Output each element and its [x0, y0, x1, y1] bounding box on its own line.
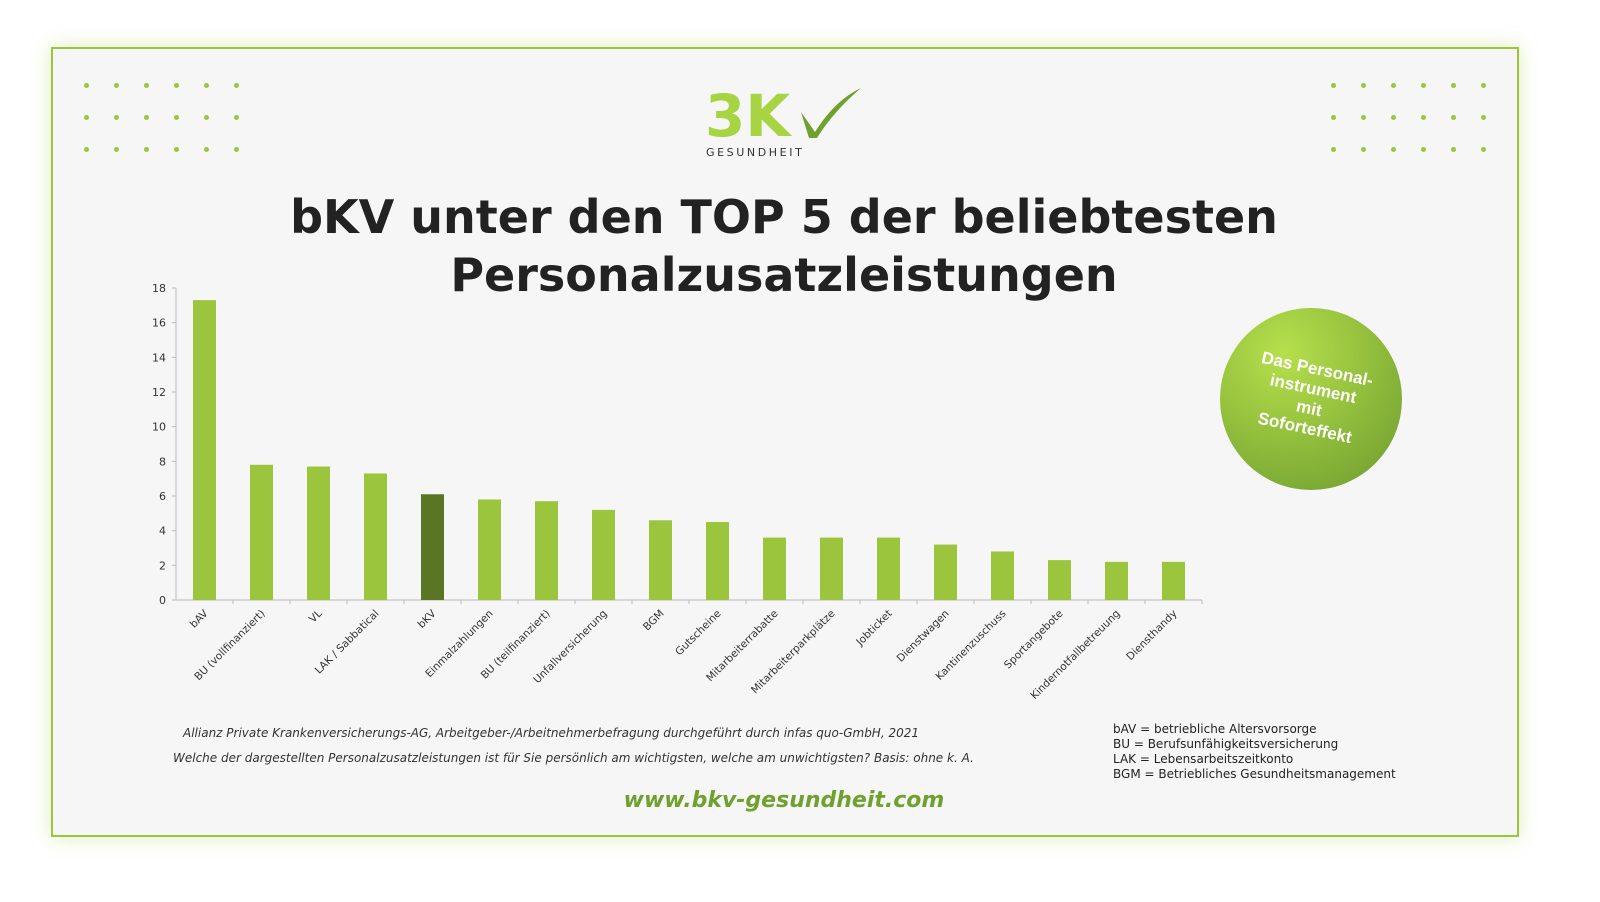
- bar-einmalzahlungen: [478, 499, 501, 600]
- x-tick-label: Sportangebote: [1002, 608, 1066, 672]
- x-tick-label: Gutscheine: [673, 608, 723, 658]
- bar-mitarbeiterrabatte: [763, 537, 786, 600]
- decor-dots-left: [84, 83, 264, 152]
- decor-dot: [84, 83, 89, 88]
- decor-dot: [1481, 147, 1486, 152]
- decor-dot: [1421, 115, 1426, 120]
- decor-dot: [1481, 83, 1486, 88]
- y-tick-label: 18: [152, 282, 166, 295]
- decor-dot: [1331, 83, 1336, 88]
- x-tick-label: Dienstwagen: [895, 608, 952, 665]
- decor-dot: [1481, 115, 1486, 120]
- bar-vl: [307, 466, 330, 600]
- decor-dot: [204, 115, 209, 120]
- x-tick-label: bAV: [188, 607, 211, 630]
- y-tick-label: 2: [159, 559, 166, 572]
- logo-subtitle: GESUNDHEIT: [706, 146, 805, 159]
- abbreviation-item: LAK = Lebensarbeitszeitkonto: [1113, 752, 1294, 766]
- source-note: Allianz Private Krankenversicherungs-AG,…: [183, 726, 919, 740]
- x-tick-label: Diensthandy: [1124, 608, 1179, 663]
- svg-text:3K: 3K: [705, 82, 792, 150]
- decor-dot: [84, 147, 89, 152]
- decor-dot: [84, 115, 89, 120]
- decor-dot: [1391, 83, 1396, 88]
- decor-dot: [174, 83, 179, 88]
- bar-bav: [193, 300, 216, 600]
- decor-dot: [204, 83, 209, 88]
- bar-kindernotfallbetreuung: [1105, 561, 1128, 600]
- decor-dot: [1451, 115, 1456, 120]
- decor-dot: [114, 115, 119, 120]
- bar-kantinenzuschuss: [991, 551, 1014, 600]
- bar-bu-vollfinanziert-: [250, 464, 273, 600]
- bar-gutscheine: [706, 522, 729, 600]
- decor-dot: [1451, 147, 1456, 152]
- decor-dot: [1391, 147, 1396, 152]
- decor-dot: [114, 83, 119, 88]
- decor-dot: [1361, 147, 1366, 152]
- abbreviation-legend: bAV = betriebliche Altersvorsorge BU = B…: [1113, 722, 1396, 782]
- bar-unfallversicherung: [592, 509, 615, 600]
- title-line-1: bKV unter den TOP 5 der beliebtesten: [290, 190, 1278, 244]
- bar-bgm: [649, 520, 672, 600]
- y-tick-label: 12: [152, 386, 166, 399]
- y-tick-label: 6: [159, 490, 166, 503]
- website-link[interactable]: www.bkv-gesundheit.com: [623, 788, 945, 813]
- x-tick-label: Jobticket: [853, 608, 894, 649]
- x-tick-label: VL: [307, 608, 325, 626]
- y-tick-label: 14: [152, 351, 166, 364]
- bar-sportangebote: [1048, 560, 1071, 600]
- bar-dienstwagen: [934, 544, 957, 600]
- decor-dot: [1391, 115, 1396, 120]
- decor-dot: [1451, 83, 1456, 88]
- decor-dot: [204, 147, 209, 152]
- abbreviation-item: BGM = Betriebliches Gesundheitsmanagemen…: [1113, 767, 1396, 781]
- bkv-logo: 3K: [705, 82, 861, 150]
- decor-dot: [144, 147, 149, 152]
- decor-dot: [1421, 147, 1426, 152]
- title-line-2: Personalzusatzleistungen: [450, 248, 1118, 302]
- decor-dot: [144, 115, 149, 120]
- decor-dot: [1361, 115, 1366, 120]
- bar-mitarbeiterparkpl-tze: [820, 537, 843, 600]
- decor-dot: [174, 115, 179, 120]
- decor-dot: [174, 147, 179, 152]
- page-title: bKV unter den TOP 5 der beliebtesten Per…: [0, 188, 1568, 304]
- decor-dots-right: [1331, 83, 1511, 152]
- bar-bkv: [421, 494, 444, 600]
- x-tick-label: BGM: [641, 608, 667, 634]
- decor-dot: [234, 147, 239, 152]
- decor-dot: [1421, 83, 1426, 88]
- bar-jobticket: [877, 537, 900, 600]
- bar-diensthandy: [1162, 561, 1185, 600]
- decor-dot: [1361, 83, 1366, 88]
- y-tick-label: 10: [152, 421, 166, 434]
- decor-dot: [144, 83, 149, 88]
- question-note: Welche der dargestellten Personalzusatzl…: [173, 751, 974, 765]
- x-tick-label: bKV: [415, 607, 439, 631]
- y-tick-label: 0: [159, 594, 166, 607]
- x-tick-label: LAK / Sabbatical: [313, 608, 382, 677]
- bar-lak-sabbatical: [364, 473, 387, 600]
- decor-dot: [114, 147, 119, 152]
- y-tick-label: 16: [152, 317, 166, 330]
- y-tick-label: 8: [159, 455, 166, 468]
- abbreviation-item: bAV = betriebliche Altersvorsorge: [1113, 722, 1317, 736]
- y-tick-label: 4: [159, 525, 166, 538]
- bar-bu-teilfinanziert-: [535, 501, 558, 600]
- decor-dot: [1331, 147, 1336, 152]
- decor-dot: [234, 83, 239, 88]
- decor-dot: [234, 115, 239, 120]
- decor-dot: [1331, 115, 1336, 120]
- abbreviation-item: BU = Berufsunfähigkeitsversicherung: [1113, 737, 1339, 751]
- promo-badge: Das Personal- instrument mit Soforteffek…: [1220, 308, 1402, 490]
